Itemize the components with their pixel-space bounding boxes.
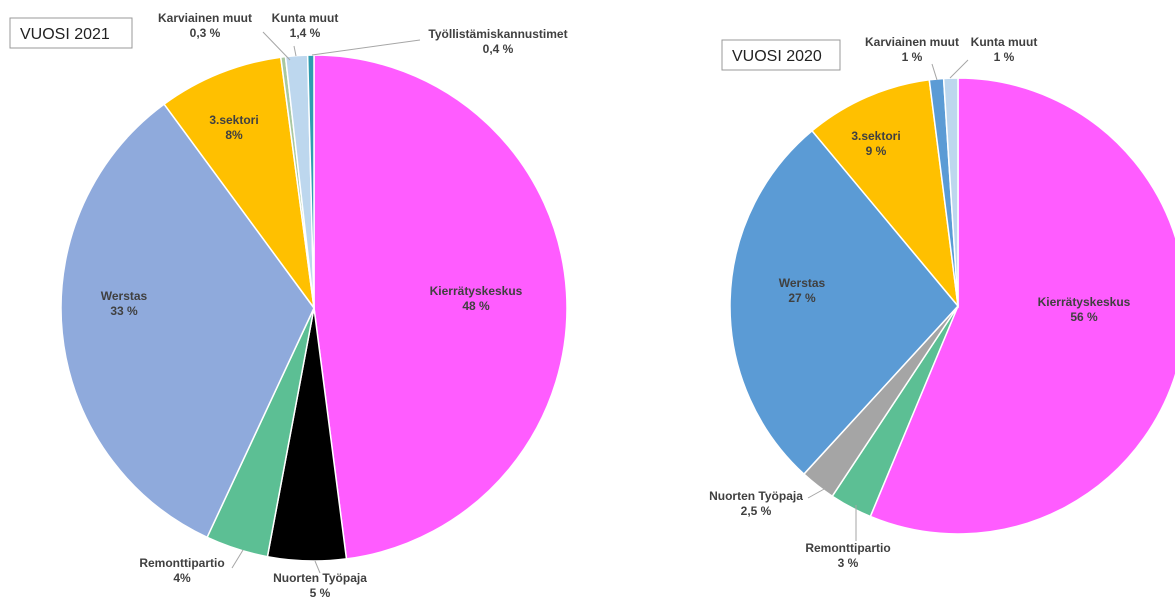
slice-label: Nuorten Työpaja [709,489,803,503]
leader-line [293,45,297,57]
pie-slice [313,54,568,560]
slice-value: 1 % [902,50,923,64]
slice-value: 5 % [310,586,331,600]
slice-value: 56 % [1070,310,1098,324]
slice-value: 1,4 % [290,26,321,40]
slice-value: 1 % [994,50,1015,64]
pie-slice [869,77,1175,535]
slice-label: Kierrätyskeskus [1038,295,1131,309]
slice-value: 48 % [462,299,490,313]
leader-line [314,560,321,574]
slice-value: 33 % [110,304,138,318]
slice-value: 27 % [788,291,816,305]
chart-title: VUOSI 2020 [732,48,822,65]
slice-value: 0,4 % [483,42,514,56]
leader-line [807,487,827,499]
slice-value: 2,5 % [741,504,772,518]
slice-label: Työllistämiskannustimet [428,27,567,41]
slice-value: 0,3 % [190,26,221,40]
pie-slice [811,78,960,309]
leader-line [262,31,291,61]
slice-label: Karviainen muut [865,35,959,49]
slice-label: Kunta muut [272,11,339,25]
pie-slice [942,77,959,307]
slice-value: 9 % [866,144,887,158]
slice-label: Werstas [101,289,148,303]
slice-label: Remonttipartio [805,541,890,555]
slice-label: 3.sektori [209,113,258,127]
slice-label: Kierrätyskeskus [430,284,523,298]
slice-value: 8% [225,128,243,142]
slice-label: 3.sektori [851,129,900,143]
pie-slice [729,129,959,476]
slice-label: Nuorten Työpaja [273,571,367,585]
title-box [9,17,133,49]
slice-label: Remonttipartio [139,556,224,570]
pie-slice [163,56,315,309]
title-box [721,39,841,71]
slice-label: Karviainen muut [158,11,252,25]
leader-line [931,63,938,81]
leader-line [311,39,421,56]
pie-slice [60,103,315,539]
slice-label: Werstas [779,276,826,290]
leader-line [949,59,969,79]
chart-title: VUOSI 2021 [20,26,110,43]
leader-line [231,549,244,569]
slice-value: 4% [173,571,191,585]
slice-value: 3 % [838,556,859,570]
slice-label: Kunta muut [971,35,1038,49]
